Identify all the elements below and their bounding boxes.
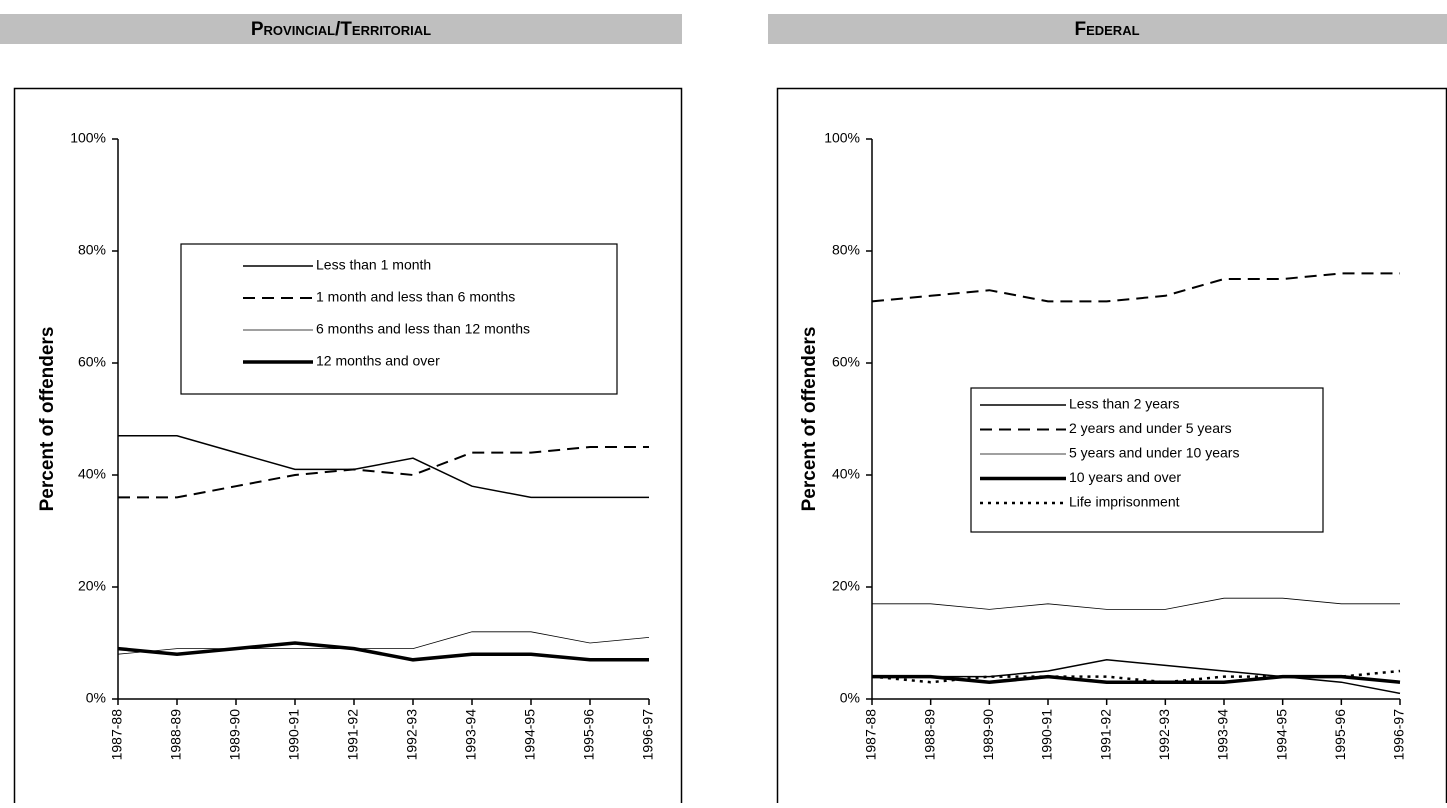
y-tick-label: 0% xyxy=(86,690,106,706)
x-tick-label: 1988-89 xyxy=(168,709,184,761)
x-tick-label: 1991-92 xyxy=(345,709,361,761)
x-tick-label: 1990-91 xyxy=(1039,709,1055,761)
y-tick-label: 0% xyxy=(840,690,860,706)
legend-label: 6 months and less than 12 months xyxy=(316,321,530,337)
y-tick-label: 60% xyxy=(78,354,106,370)
legend-box xyxy=(970,387,1324,533)
y-tick-label: 100% xyxy=(70,130,106,146)
legend-label: 10 years and over xyxy=(1069,469,1181,485)
chart-frame xyxy=(13,87,683,808)
x-tick-label: 1994-95 xyxy=(522,709,538,761)
series-line xyxy=(872,597,1400,610)
y-tick-label: 20% xyxy=(78,578,106,594)
panel-title: Federal xyxy=(1074,19,1139,40)
x-tick-label: 1996-97 xyxy=(1391,709,1407,761)
x-tick-label: 1989-90 xyxy=(980,709,996,761)
y-axis-label: Percent of offenders xyxy=(799,327,820,512)
panel-title: Provincial/Territorial xyxy=(251,19,431,40)
x-tick-label: 1987-88 xyxy=(863,709,879,761)
y-tick-label: 40% xyxy=(832,466,860,482)
legend-label: 12 months and over xyxy=(316,353,440,369)
legend-label: Less than 2 years xyxy=(1069,396,1180,412)
y-tick-label: 80% xyxy=(78,242,106,258)
x-tick-label: 1993-94 xyxy=(1215,709,1231,761)
series-line xyxy=(871,272,1400,303)
x-tick-label: 1989-90 xyxy=(227,709,243,761)
series-line xyxy=(118,446,649,499)
legend-label: Less than 1 month xyxy=(316,257,431,273)
x-tick-label: 1994-95 xyxy=(1273,709,1289,761)
legend-box xyxy=(180,243,618,395)
y-tick-label: 80% xyxy=(832,242,860,258)
legend-label: 1 month and less than 6 months xyxy=(316,289,515,305)
y-tick-label: 60% xyxy=(832,354,860,370)
series-line xyxy=(118,435,649,499)
x-tick-label: 1995-96 xyxy=(1332,709,1348,761)
legend-label: 2 years and under 5 years xyxy=(1069,420,1232,436)
y-axis-label: Percent of offenders xyxy=(37,327,58,512)
x-tick-label: 1992-93 xyxy=(1156,709,1172,761)
x-tick-label: 1996-97 xyxy=(640,709,656,761)
x-tick-label: 1992-93 xyxy=(404,709,420,761)
legend-label: 5 years and under 10 years xyxy=(1069,445,1239,461)
x-tick-label: 1995-96 xyxy=(581,709,597,761)
y-tick-label: 100% xyxy=(824,130,860,146)
series-line xyxy=(872,659,1401,695)
x-tick-label: 1993-94 xyxy=(463,709,479,761)
x-tick-label: 1991-92 xyxy=(1097,709,1113,761)
x-tick-label: 1987-88 xyxy=(109,709,125,761)
y-tick-label: 20% xyxy=(832,578,860,594)
x-tick-label: 1990-91 xyxy=(286,709,302,761)
header-bar xyxy=(0,14,682,44)
series-line xyxy=(871,669,1401,684)
x-tick-label: 1988-89 xyxy=(921,709,937,761)
y-tick-label: 40% xyxy=(78,466,106,482)
series-line xyxy=(117,631,650,655)
series-line xyxy=(117,641,649,662)
header-bar xyxy=(768,14,1447,44)
legend-label: Life imprisonment xyxy=(1069,494,1180,510)
